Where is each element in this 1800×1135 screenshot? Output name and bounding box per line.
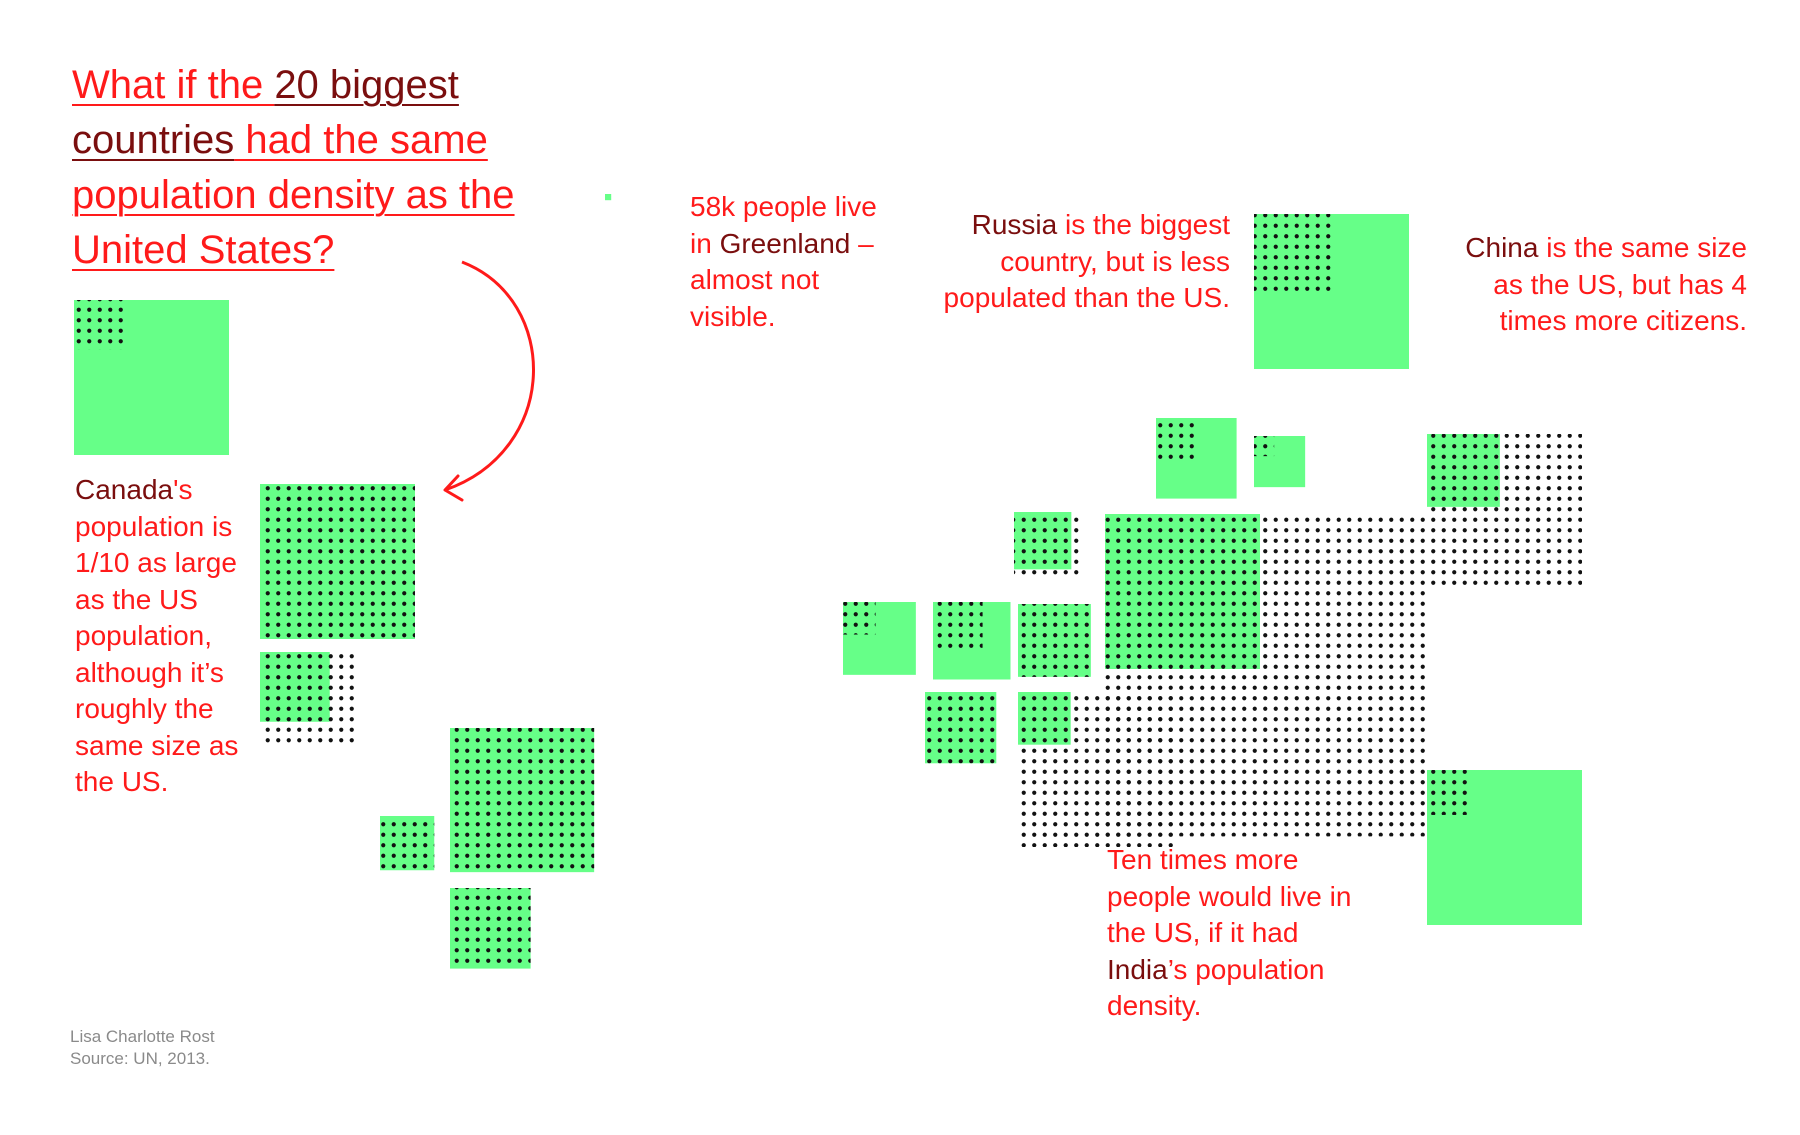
title-part-2: 20 biggest countries (72, 63, 459, 162)
population-dots-square (1105, 514, 1428, 837)
annotation-greenland: 58k people live in Greenland – almost no… (690, 189, 890, 335)
annotation-india-country: India (1107, 953, 1168, 985)
population-dots-square (380, 816, 435, 871)
credit-author: Lisa Charlotte Rost (70, 1027, 215, 1046)
annotation-greenland-text-1: 58k people live in (690, 191, 877, 259)
population-dots-square (843, 602, 876, 635)
country-squares (74, 194, 1582, 969)
arrow-head-icon (443, 474, 464, 502)
annotation-india: Ten times more people would live in the … (1107, 842, 1367, 1025)
credit-source: Source: UN, 2013. (70, 1049, 210, 1068)
country-area-square (605, 194, 612, 201)
annotation-greenland-text-2: – almost not visible. (690, 227, 874, 332)
annotation-russia: Russia is the biggest country, but is le… (940, 207, 1230, 317)
annotation-canada-text: 's population is 1/10 as large as the US… (75, 474, 239, 797)
population-dots-square (925, 692, 997, 764)
population-dots-square (1427, 434, 1582, 589)
population-dots-square (933, 602, 983, 652)
annotation-china-text: is the same size as the US, but has 4 ti… (1493, 232, 1747, 336)
population-dots-square (1018, 604, 1091, 677)
population-dots-square (1156, 418, 1200, 462)
annotation-greenland-country: Greenland (719, 227, 851, 259)
population-dots-square (1254, 436, 1275, 457)
annotation-china: China is the same size as the US, but ha… (1450, 230, 1747, 340)
population-dots-square (1014, 512, 1081, 579)
credit: Lisa Charlotte Rost Source: UN, 2013. (70, 1026, 215, 1070)
page-title: What if the 20 biggest countries had the… (72, 58, 572, 278)
annotation-india-text-2: ’s population density. (1107, 953, 1325, 1022)
annotation-canada: Canada's population is 1/10 as large as … (75, 472, 255, 801)
curved-arrow-line (444, 260, 535, 492)
annotation-china-country: China (1465, 232, 1539, 263)
population-dots-square (1254, 214, 1332, 292)
population-dots-square (260, 484, 415, 639)
annotation-canada-country: Canada (75, 474, 174, 505)
population-dots-square (450, 728, 595, 873)
population-dots-square (1427, 770, 1472, 815)
annotation-russia-text: is the biggest country, but is less popu… (943, 209, 1230, 313)
population-dots-square (450, 888, 531, 969)
population-dots-square (74, 300, 124, 350)
population-dots-square (260, 652, 357, 749)
title-part-1: What if the (72, 63, 275, 107)
annotation-russia-country: Russia (971, 209, 1058, 240)
title-part-3: had the same population density as the U… (72, 118, 515, 272)
annotation-india-text-1: Ten times more people would live in the … (1107, 844, 1352, 948)
